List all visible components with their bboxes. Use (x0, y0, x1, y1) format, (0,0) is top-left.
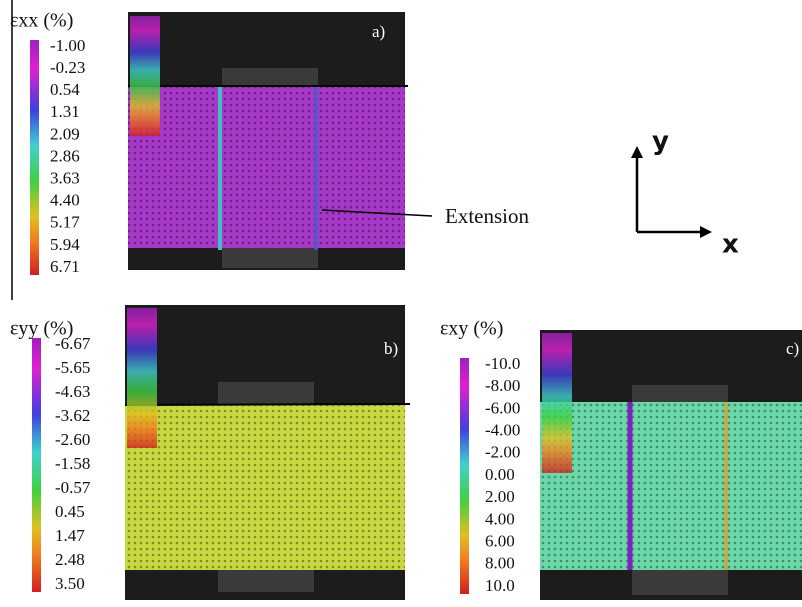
colorbar-label: 2.00 (485, 487, 515, 506)
colorbar-label: 3.63 (50, 169, 80, 188)
annotation: Extension (445, 204, 529, 228)
axis-label: y (652, 127, 669, 157)
colorbar-label: 0.45 (55, 502, 85, 521)
colorbar-label: 4.40 (50, 191, 80, 210)
colorbar-label: -5.65 (55, 358, 90, 377)
colorbar-label: -2.60 (55, 430, 90, 449)
axis-label: x (722, 230, 739, 260)
colorbar-title: εxy (%) (440, 318, 503, 340)
colorbar-label: -4.63 (55, 382, 90, 401)
colorbar-label: -1.00 (50, 36, 85, 55)
colorbar-label: 0.54 (50, 80, 80, 99)
colorbar-label: -6.00 (485, 398, 520, 417)
colorbar-label: 6.00 (485, 532, 515, 551)
colorbar-label: 5.94 (50, 235, 80, 254)
mini-legend (130, 16, 160, 136)
colorbar-label: -0.23 (50, 58, 85, 77)
colorbar-label: 1.47 (55, 526, 85, 545)
panel-tag: b) (384, 339, 398, 358)
grid-points (125, 405, 405, 570)
colorbar-label: -3.62 (55, 406, 90, 425)
colorbar-label: 2.09 (50, 124, 80, 143)
colorbar-label: -1.58 (55, 454, 90, 473)
colorbar-title: εxx (%) (10, 10, 73, 32)
colorbar-label: 8.00 (485, 554, 515, 573)
grid-points (540, 402, 802, 570)
colorbar-label: 2.48 (55, 550, 85, 569)
colorbar (32, 338, 41, 592)
colorbar-label: 5.17 (50, 213, 80, 232)
colorbar-title: εyy (%) (10, 318, 73, 340)
pointer (321, 209, 433, 217)
colorbar-label: -0.57 (55, 478, 91, 497)
mini-legend (542, 333, 572, 473)
colorbar-label: -10.0 (485, 354, 520, 373)
colorbar-label: 6.71 (50, 257, 80, 276)
colorbar (30, 40, 39, 275)
colorbar-label: 1.31 (50, 102, 80, 121)
colorbar-label: 2.86 (50, 146, 80, 165)
mini-legend (127, 308, 157, 448)
colorbar-label: 4.00 (485, 509, 515, 528)
edge (124, 403, 411, 406)
colorbar (460, 358, 469, 594)
panel-tag: a) (372, 22, 385, 41)
grid-points (128, 86, 405, 248)
panel-tag: c) (786, 339, 799, 358)
colorbar-label: -8.00 (485, 376, 520, 395)
panel-c (540, 330, 802, 600)
panel-b (124, 305, 411, 600)
colorbar-label: 10.0 (485, 576, 515, 595)
colorbar-label: -2.00 (485, 443, 520, 462)
colorbar-label: -4.00 (485, 421, 520, 440)
colorbar-label: 0.00 (485, 465, 515, 484)
colorbar-label: -6.67 (55, 334, 91, 353)
panel-a: Extension (128, 12, 529, 270)
colorbar-label: 3.50 (55, 574, 85, 593)
axes-icon: y x (631, 127, 739, 260)
